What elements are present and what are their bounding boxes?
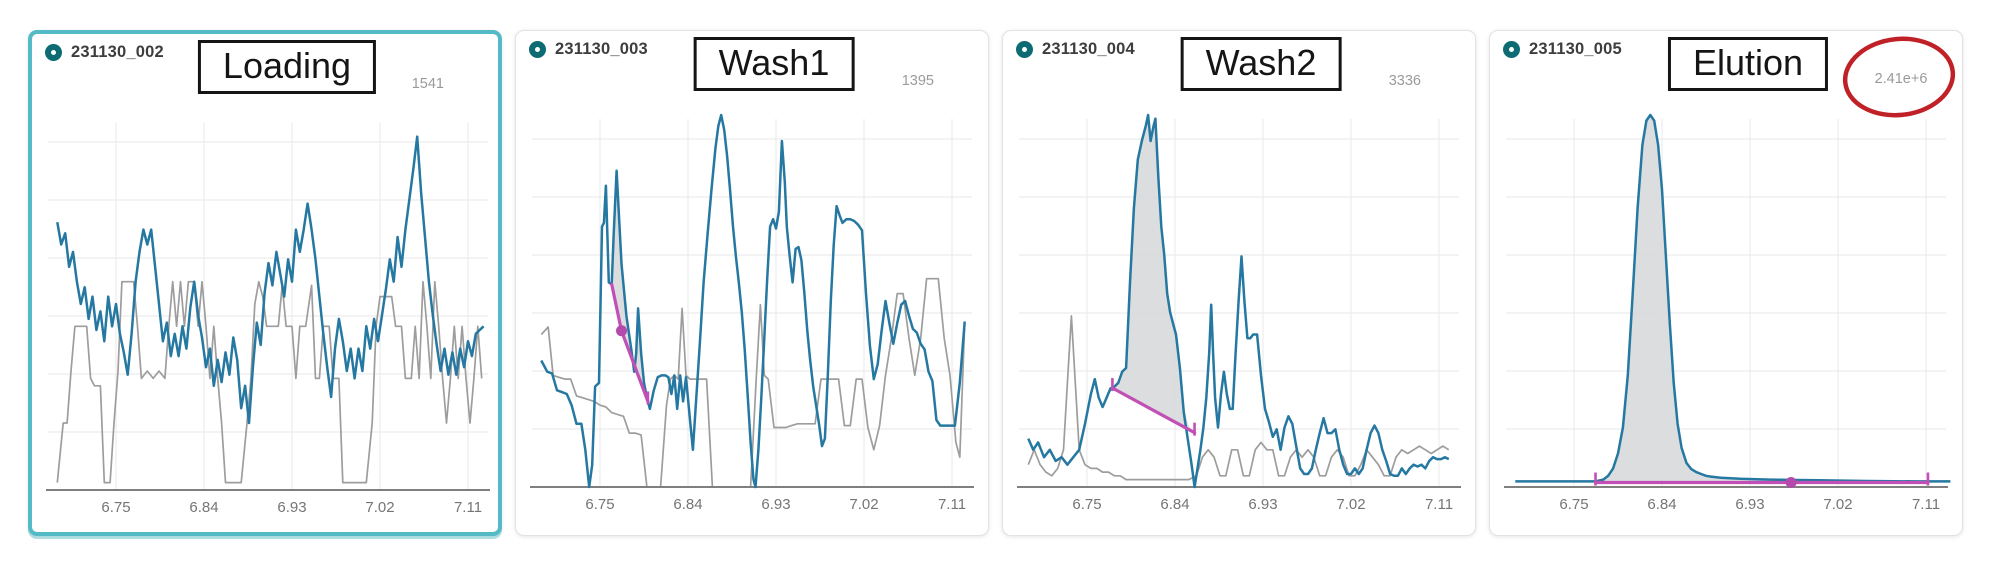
blue-trace [56,135,485,425]
replicate-id: 231130_003 [555,40,648,58]
replicate-header: 231130_002 [45,43,164,62]
x-tick-label: 6.75 [1072,496,1101,513]
plot-grid [48,122,488,490]
gray-trace [540,277,966,488]
chromatogram-plot: 6.75 6.84 6.93 7.02 7.11 [1013,83,1465,519]
replicate-status-icon [529,41,546,58]
x-tick-label: 6.93 [1248,496,1277,513]
chromatogram-svg: 6.75 6.84 6.93 7.02 7.11 [1017,113,1461,513]
boundary-dot [616,325,628,337]
max-intensity-label: 1395 [901,73,934,89]
replicate-panel-wash1[interactable]: 231130_003 Wash1 1395 6.75 6.84 6.93 7.02 7.… [515,30,989,536]
x-tick-label: 6.84 [1160,496,1189,513]
boundary-dot [1785,477,1797,489]
x-tick-label: 6.84 [1647,496,1676,513]
blue-trace [1027,113,1450,489]
plot-grid [1506,119,1946,487]
chromatogram-svg: 6.75 6.84 6.93 7.02 7.11 [530,113,974,513]
replicate-panel-elution[interactable]: 231130_005 Elution 2.41e+6 6.75 6.84 6.93 7… [1489,30,1963,536]
replicate-id: 231130_002 [71,43,164,61]
chromatogram-svg: 6.75 6.84 6.93 7.02 7.11 [46,122,490,516]
x-tick-label: 7.11 [454,499,482,516]
chromatogram-svg: 6.75 6.84 6.93 7.02 7.11 [1504,113,1951,513]
x-tick-label: 6.93 [277,499,306,516]
plot-grid [1019,119,1459,487]
replicate-header: 231130_004 [1016,40,1135,59]
x-tick-label: 6.93 [761,496,790,513]
x-tick-label: 6.84 [189,499,218,516]
x-tick-label: 6.75 [585,496,614,513]
step-label-box: Wash2 [1180,37,1342,91]
blue-trace [1515,113,1951,483]
step-label-box: Wash1 [693,37,855,91]
x-tick-label: 7.02 [849,496,878,513]
chromatogram-plot: 6.75 6.84 6.93 7.02 7.11 [526,83,978,519]
x-tick-label: 7.02 [1823,496,1852,513]
replicate-panel-strip: 231130_002 Loading 1541 6.75 6.84 6.93 7.02… [28,30,1963,536]
replicate-id: 231130_004 [1042,40,1135,58]
blue-trace [540,113,966,489]
replicate-status-icon [1503,41,1520,58]
replicate-panel-loading[interactable]: 231130_002 Loading 1541 6.75 6.84 6.93 7.02… [28,30,502,536]
step-label: Loading [222,45,352,86]
step-label: Wash1 [718,42,830,83]
x-tick-label: 7.02 [1336,496,1365,513]
x-tick-label: 7.11 [1425,496,1453,513]
x-tick-label: 6.84 [673,496,702,513]
chromatogram-plot: 6.75 6.84 6.93 7.02 7.11 [42,86,494,522]
x-tick-label: 6.75 [1559,496,1588,513]
red-circle-annotation: 2.41e+6 [1840,33,1962,121]
chromatogram-plot: 6.75 6.84 6.93 7.02 7.11 [1500,83,1952,519]
peak-area-fill [1112,115,1195,433]
step-label: Wash2 [1205,42,1317,83]
x-tick-label: 6.93 [1735,496,1764,513]
x-tick-label: 6.75 [101,499,130,516]
step-label-box: Elution [1667,37,1829,91]
max-intensity-label: 1541 [411,76,444,92]
replicate-header: 231130_003 [529,40,648,59]
gray-trace [1027,315,1450,481]
replicate-panel-wash2[interactable]: 231130_004 Wash2 3336 6.75 6.84 6.93 7.02 7.… [1002,30,1476,536]
step-label-box: Loading [197,40,377,94]
x-tick-label: 7.11 [1912,496,1940,513]
x-tick-label: 7.02 [365,499,394,516]
replicate-header: 231130_005 [1503,40,1622,59]
gray-trace [56,280,483,484]
replicate-id: 231130_005 [1529,40,1622,58]
red-ellipse-icon [1842,36,1956,118]
replicate-status-icon [45,44,62,61]
peak-area-fill [1595,115,1928,483]
x-tick-label: 7.11 [938,496,966,513]
step-label: Elution [1692,42,1804,83]
max-intensity-label: 3336 [1388,73,1421,89]
replicate-status-icon [1016,41,1033,58]
max-intensity-label: 2.41e+6 [1874,71,1928,87]
peak-boundary-line [1110,386,1197,435]
